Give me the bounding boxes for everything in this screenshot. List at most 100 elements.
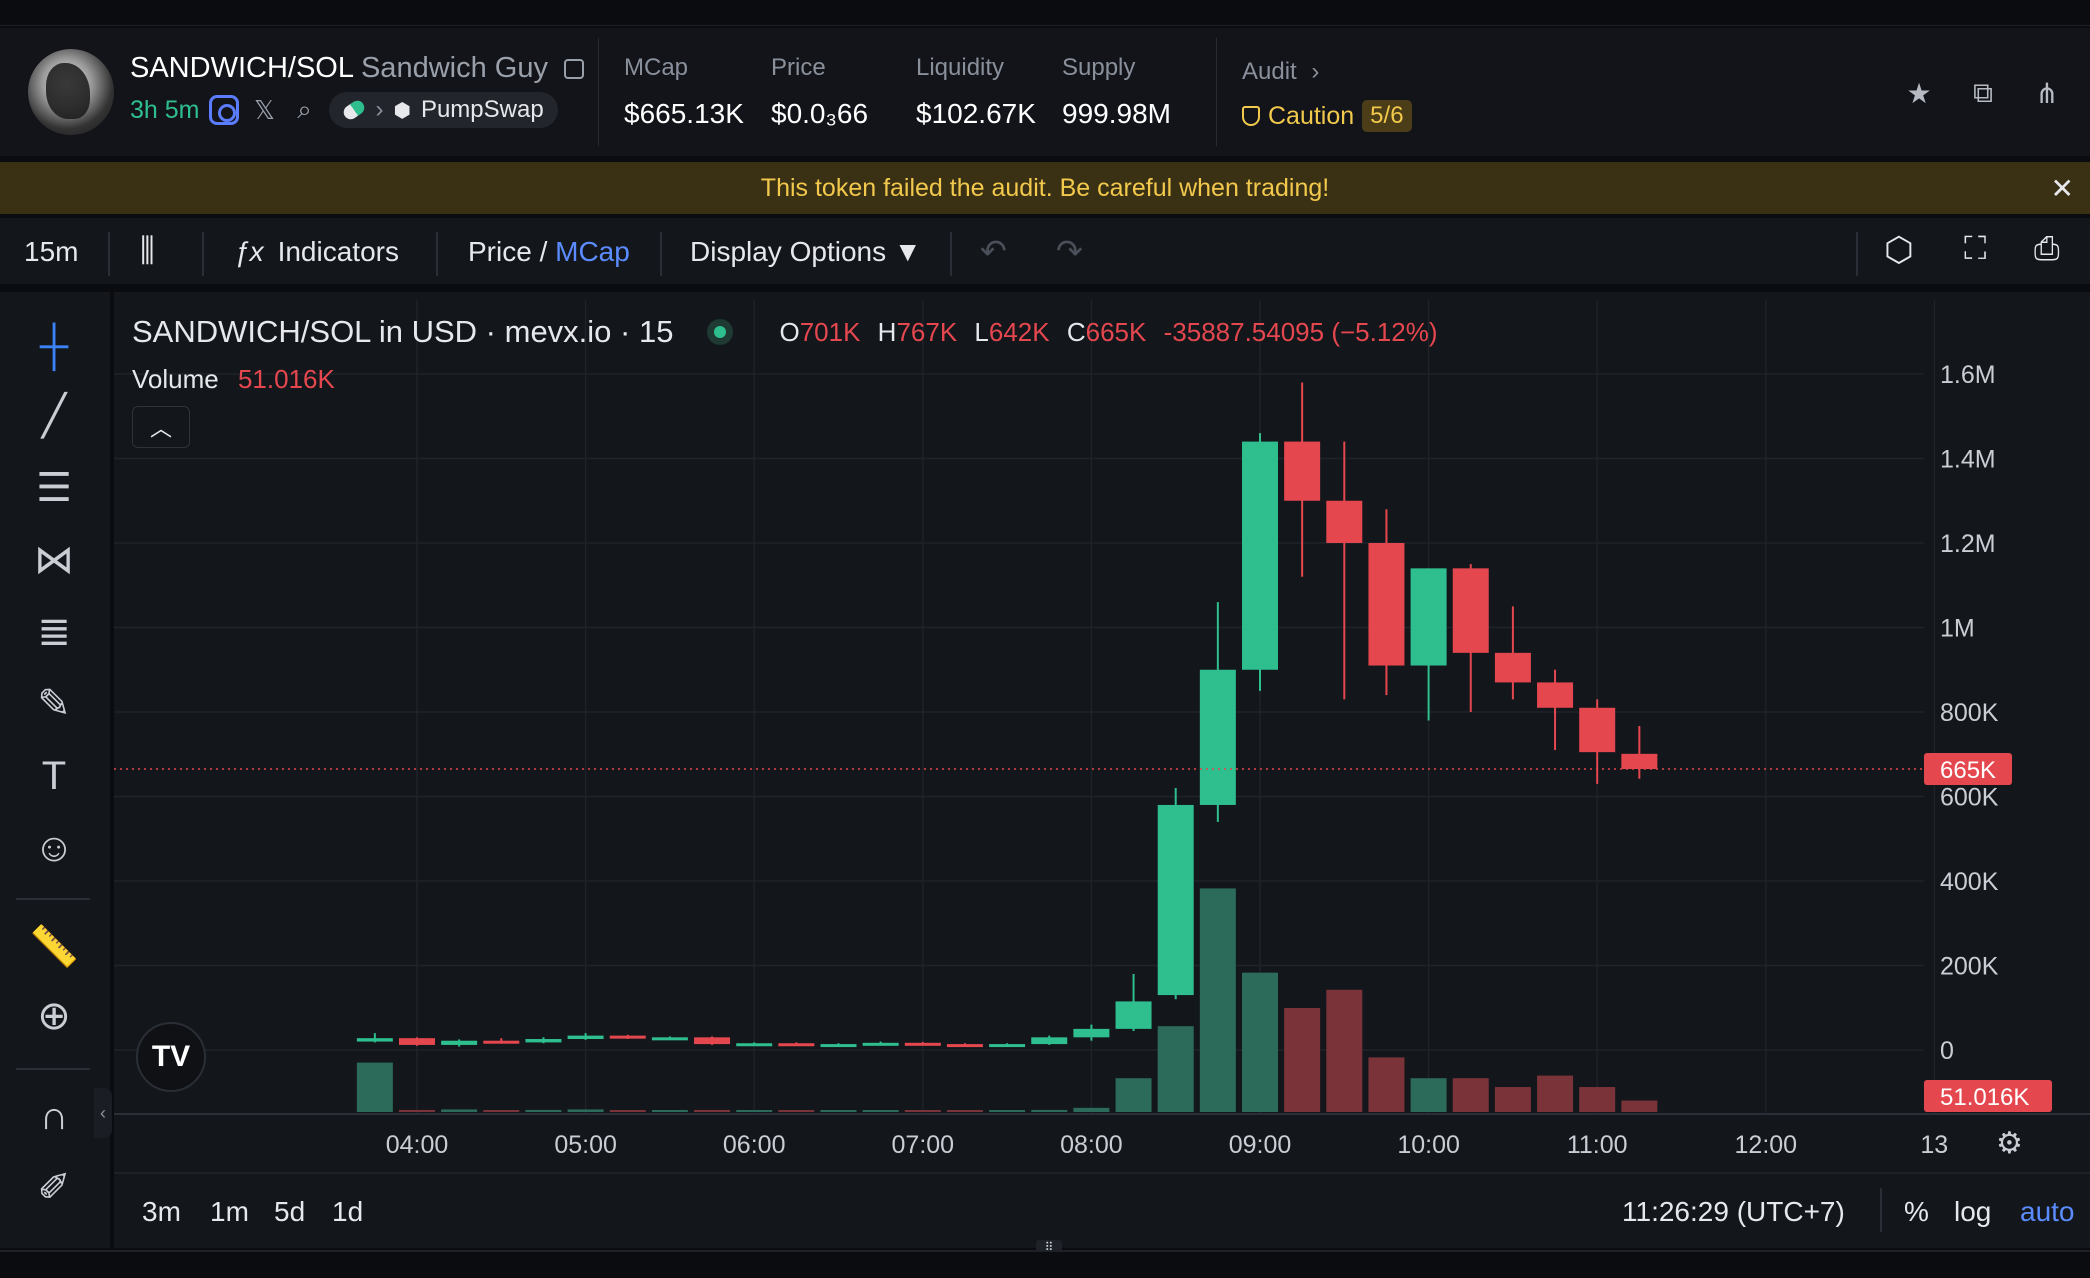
candle-body — [609, 1035, 646, 1039]
candle-type-icon[interactable]: ⫼ — [140, 232, 155, 268]
price-label: Price / — [468, 236, 556, 267]
top-strip — [0, 0, 2090, 26]
volume-label: Volume — [132, 364, 219, 394]
emoji-icon[interactable]: ☺ — [33, 825, 75, 870]
chevron-right-icon: › — [1311, 58, 1320, 85]
undo-icon[interactable]: ↶ — [980, 233, 1007, 269]
instagram-icon[interactable] — [209, 95, 240, 125]
high-label: H — [877, 316, 897, 347]
settings-icon[interactable]: ⬡ — [1884, 231, 1914, 269]
volume-bar — [1031, 1109, 1068, 1112]
change-value: -35887.54095 (−5.12%) — [1163, 316, 1438, 347]
zoom-in-icon[interactable]: ⊕ — [37, 994, 71, 1038]
volume-bar — [1326, 989, 1363, 1112]
chart-compare-icon[interactable]: ⧉ — [1973, 76, 1993, 108]
range-1m[interactable]: 1m — [210, 1196, 249, 1227]
toolbar-divider — [108, 232, 110, 276]
fx-icon: ƒx — [234, 236, 264, 267]
price-mcap-toggle[interactable]: Price / MCap — [468, 236, 630, 268]
candle-body — [946, 1044, 983, 1048]
interval-button[interactable]: 15m — [24, 236, 79, 267]
share-icon[interactable]: ⋔ — [2035, 77, 2059, 109]
range-1d[interactable]: 1d — [332, 1196, 364, 1227]
display-options-button[interactable]: Display Options ▼ — [690, 236, 922, 267]
toolbar-divider — [950, 232, 952, 276]
chart-area[interactable] — [114, 292, 2090, 1172]
candle-body — [356, 1038, 393, 1042]
y-tick-label: 1M — [1940, 615, 1975, 643]
tradingview-logo[interactable]: TV — [136, 1022, 206, 1092]
volume-bar — [946, 1110, 983, 1112]
candle-body — [1537, 682, 1574, 708]
axis-settings-icon[interactable]: ⚙ — [1996, 1126, 2023, 1161]
indicators-button[interactable]: ƒx Indicators — [234, 236, 399, 268]
volume-bar — [525, 1109, 562, 1112]
crosshair-icon[interactable]: ┼ — [39, 323, 69, 368]
range-5d[interactable]: 5d — [274, 1196, 306, 1227]
text-icon[interactable]: T — [41, 753, 67, 798]
candle-body — [1621, 753, 1658, 770]
token-avatar — [28, 49, 114, 135]
token-header: SANDWICH/SOL Sandwich Guy 3h 5m 𝕏 ⌕ › ⬢ … — [0, 28, 2090, 156]
clock[interactable]: 11:26:29 (UTC+7) — [1622, 1196, 1845, 1227]
header-divider — [598, 38, 599, 146]
horizontal-lines-icon[interactable]: ☰ — [36, 466, 72, 510]
brush-icon[interactable]: ✎ — [37, 682, 71, 726]
dex-chip[interactable]: › ⬢ PumpSwap — [329, 92, 558, 128]
toolbar-divider — [1856, 232, 1858, 276]
y-tick-label: 1.2M — [1940, 530, 1996, 558]
open-value: 701K — [799, 316, 861, 347]
tool-divider — [16, 898, 90, 900]
volume-bar — [483, 1110, 520, 1112]
chart-legend: SANDWICH/SOL in USD · mevx.io · 15 O701K… — [132, 314, 1438, 350]
camera-icon[interactable]: ⎙ — [2034, 230, 2060, 266]
volume-bar — [989, 1110, 1026, 1112]
stat-supply: Supply 999.98M — [1062, 54, 1171, 130]
audit-status[interactable]: Caution 5/6 — [1242, 100, 1412, 132]
ruler-icon[interactable]: 📏 — [29, 924, 79, 969]
range-3m[interactable]: 3m — [142, 1196, 181, 1227]
candle-body — [1494, 652, 1531, 683]
open-label: O — [779, 316, 800, 347]
trend-line-icon[interactable]: ╱ — [41, 394, 67, 438]
search-icon[interactable]: ⌕ — [297, 94, 312, 124]
stat-value: $665.13K — [624, 98, 744, 129]
magnet-icon[interactable]: ∩ — [39, 1093, 69, 1138]
lock-drawing-icon[interactable]: ✐ — [37, 1166, 71, 1210]
y-tick-label: 0 — [1940, 1037, 1954, 1065]
collapse-legend-button[interactable]: ︿ — [132, 406, 190, 448]
y-tick-label: 400K — [1940, 868, 1999, 896]
fib-icon[interactable]: ≣ — [37, 610, 71, 654]
candle-body — [904, 1042, 941, 1046]
auto-toggle[interactable]: auto — [2020, 1196, 2075, 1227]
stat-mcap: MCap $665.13K — [624, 54, 744, 130]
candle-body — [441, 1040, 478, 1045]
star-icon[interactable]: ★ — [1906, 77, 1932, 109]
indicators-label: Indicators — [277, 236, 399, 267]
candle-body — [1368, 543, 1405, 666]
percent-toggle[interactable]: % — [1904, 1196, 1929, 1227]
x-twitter-icon[interactable]: 𝕏 — [254, 94, 275, 125]
copy-icon[interactable] — [564, 59, 585, 79]
pattern-icon[interactable]: ⋈ — [34, 538, 74, 582]
candle-body — [778, 1043, 815, 1047]
x-tick-label: 04:00 — [386, 1131, 449, 1159]
collapse-toolbar-icon[interactable]: ‹ — [94, 1088, 112, 1138]
candle-body — [1579, 707, 1616, 753]
stat-label: MCap — [624, 54, 689, 81]
toolbar-divider — [202, 232, 204, 276]
log-toggle[interactable]: log — [1954, 1196, 1992, 1227]
audit-link[interactable]: Audit › — [1242, 58, 1319, 86]
toolbar-divider — [660, 232, 662, 276]
close-label: C — [1066, 316, 1086, 347]
close-icon[interactable]: ✕ — [2050, 173, 2074, 204]
candle-body — [651, 1037, 688, 1041]
stat-label: Price — [771, 54, 826, 81]
fullscreen-icon[interactable]: ⛶ — [1964, 230, 1987, 266]
stat-liquidity: Liquidity $102.67K — [916, 54, 1036, 130]
redo-icon[interactable]: ↷ — [1056, 233, 1083, 269]
volume-bar — [1452, 1078, 1489, 1112]
x-tick-label: 13 — [1920, 1131, 1948, 1159]
volume-bar — [1115, 1078, 1152, 1112]
volume-bar — [651, 1110, 688, 1112]
